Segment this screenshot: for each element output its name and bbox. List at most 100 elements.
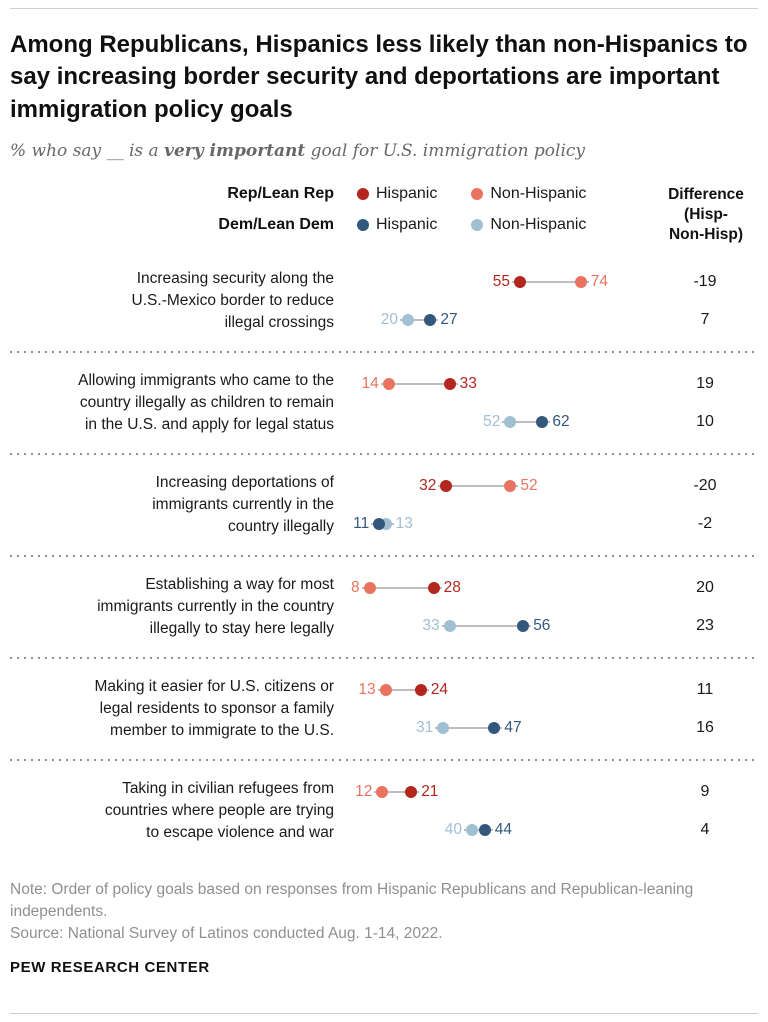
group-separator: [10, 759, 758, 762]
legend-rep-hispanic-label: Hispanic: [376, 185, 438, 203]
subtitle-prefix: % who say __ is a: [10, 141, 165, 162]
legend-item-rep-non-hispanic: Non-Hispanic: [471, 185, 586, 203]
legend-section: Rep/Lean Rep Hispanic Non-Hispanic Dem/L…: [10, 185, 758, 247]
subtitle-suffix: goal for U.S. immigration policy: [305, 141, 586, 162]
dem-dot-row: 33 56: [344, 607, 664, 645]
difference-values: -20 -2: [664, 467, 758, 543]
value-label: 52: [483, 413, 501, 431]
value-label: 52: [520, 477, 538, 495]
rep-diff-value: -20: [693, 477, 717, 495]
difference-header-line: Difference: [668, 186, 744, 204]
legend-item-dem-non-hispanic: Non-Hispanic: [471, 216, 586, 234]
legend-rep-label: Rep/Lean Rep: [227, 185, 334, 203]
rep-hispanic-dot: [427, 582, 440, 595]
connector-line: [464, 829, 493, 832]
value-label: 21: [421, 783, 439, 801]
legend-item-rep-hispanic: Hispanic: [357, 185, 437, 203]
dem-dot-row: 20 27: [344, 301, 664, 339]
difference-values: -19 7: [664, 263, 758, 339]
value-label: 56: [533, 617, 551, 635]
policy-label-line: illegally to stay here legally: [149, 620, 334, 638]
connector-line: [377, 689, 429, 692]
chart-groups: Increasing security along the U.S.-Mexico…: [10, 251, 758, 861]
dem-hispanic-dot: [517, 620, 530, 633]
value-label: 31: [415, 719, 434, 737]
legend-dem-label: Dem/Lean Dem: [218, 216, 334, 234]
value-label: 13: [395, 515, 413, 533]
value-label: 28: [443, 579, 461, 597]
rep-non-hispanic-dot: [379, 684, 392, 697]
dem-non-hispanic-dot: [466, 824, 478, 837]
rep-hispanic-dot: [405, 786, 418, 799]
policy-label-line: Making it easier for U.S. citizens or: [94, 678, 334, 696]
policy-group: Allowing immigrants who came to the count…: [10, 353, 758, 453]
dem-hispanic-dot: [536, 416, 549, 429]
value-label: 11: [353, 515, 370, 533]
subtitle-bold: very important: [164, 141, 306, 162]
policy-label-line: in the U.S. and apply for legal status: [84, 416, 334, 434]
policy-label-line: to escape violence and war: [146, 824, 334, 842]
legend-rep-non-hispanic-label: Non-Hispanic: [490, 185, 587, 203]
bottom-rule: [10, 1013, 758, 1014]
source-text: Source: National Survey of Latinos condu…: [10, 925, 443, 943]
rep-non-hispanic-dot: [504, 480, 517, 493]
policy-group: Taking in civilian refugees from countrie…: [10, 761, 758, 861]
value-label: 32: [419, 477, 437, 495]
dem-dot-row: 52 62: [344, 403, 664, 441]
dem-hispanic-dot: [478, 824, 491, 837]
rep-dot-row: 32 52: [344, 467, 664, 505]
value-label: 44: [494, 821, 513, 839]
rep-dot-row: 12 21: [344, 773, 664, 811]
connector-line: [438, 485, 519, 488]
dem-diff-value: 7: [700, 311, 710, 329]
rep-dot-row: 55 74: [344, 263, 664, 301]
rep-dot-row: 13 24: [344, 671, 664, 709]
difference-values: 20 23: [664, 569, 758, 645]
policy-label: Taking in civilian refugees from countrie…: [10, 778, 344, 844]
connector-line: [361, 587, 442, 590]
note-text: Note: Order of policy goals based on res…: [10, 881, 694, 921]
group-separator: [10, 351, 758, 354]
legend: Rep/Lean Rep Hispanic Non-Hispanic Dem/L…: [10, 185, 586, 247]
policy-label-line: Increasing security along the: [136, 270, 334, 288]
dem-non-hispanic-dot-icon: [471, 219, 484, 232]
value-label: 33: [459, 375, 477, 393]
policy-label-line: legal residents to sponsor a family: [99, 700, 334, 718]
rep-non-hispanic-dot: [363, 582, 376, 595]
value-label: 14: [361, 375, 379, 393]
dem-non-hispanic-dot: [437, 722, 450, 735]
connector-line: [435, 727, 503, 730]
value-label: 74: [590, 273, 609, 291]
legend-item-dem-hispanic: Hispanic: [357, 216, 437, 234]
chart-subtitle: % who say __ is a very important goal fo…: [10, 141, 758, 161]
policy-label-line: Increasing deportations of: [155, 474, 334, 492]
rep-diff-value: 11: [696, 681, 714, 699]
dem-hispanic-dot: [488, 722, 501, 735]
dem-diff-value: 16: [696, 719, 714, 737]
value-label: 55: [492, 273, 510, 291]
policy-label: Allowing immigrants who came to the count…: [10, 370, 344, 436]
difference-header-line: Non-Hisp): [668, 226, 744, 244]
rep-hispanic-dot: [414, 684, 427, 697]
policy-label-line: U.S.-Mexico border to reduce: [131, 292, 334, 310]
rep-dot-row: 8 28: [344, 569, 664, 607]
rep-diff-value: -19: [693, 273, 717, 291]
rep-dot-row: 14 33: [344, 365, 664, 403]
rep-diff-value: 20: [696, 579, 714, 597]
policy-label-line: immigrants currently in the country: [97, 598, 334, 616]
value-label: 62: [552, 413, 570, 431]
rep-hispanic-dot: [514, 276, 526, 289]
legend-line-rep: Rep/Lean Rep Hispanic Non-Hispanic: [10, 185, 586, 203]
connector-line: [441, 625, 532, 628]
legend-line-dem: Dem/Lean Dem Hispanic Non-Hispanic: [10, 216, 586, 234]
policy-group: Increasing security along the U.S.-Mexico…: [10, 251, 758, 351]
chart-title: Among Republicans, Hispanics less likely…: [10, 31, 748, 123]
legend-dem-non-hispanic-label: Non-Hispanic: [490, 216, 587, 234]
policy-label-line: Establishing a way for most: [145, 576, 334, 594]
rep-non-hispanic-dot: [376, 786, 389, 799]
value-label: 20: [380, 311, 398, 329]
dem-diff-value: 23: [696, 617, 714, 635]
policy-label-line: immigrants currently in the: [152, 496, 334, 514]
policy-label-line: Allowing immigrants who came to the: [78, 372, 334, 390]
